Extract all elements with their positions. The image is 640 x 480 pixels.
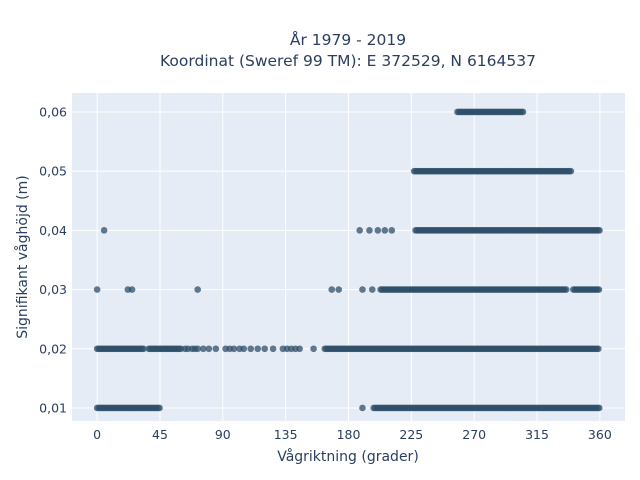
x-tick-label: 180 (337, 427, 361, 442)
x-tick-label: 315 (525, 427, 549, 442)
data-point (194, 345, 201, 353)
data-point (335, 286, 343, 293)
data-point (194, 286, 201, 293)
data-point (230, 345, 238, 353)
data-point (93, 286, 101, 293)
data-point (140, 345, 147, 353)
data-point (254, 345, 262, 353)
data-point (296, 345, 303, 353)
x-tick-labels: 0 45 90 135 180 225 270 315 360 (93, 427, 612, 442)
y-tick-label: 0,04 (39, 223, 67, 238)
x-tick-label: 90 (215, 427, 231, 442)
x-axis-title: Vågriktning (grader) (277, 448, 419, 465)
data-point (388, 227, 396, 234)
data-point (205, 345, 213, 353)
data-point (269, 345, 277, 353)
data-point (595, 404, 603, 412)
data-point (366, 227, 373, 234)
chart-title: År 1979 - 2019 (290, 30, 406, 49)
data-point (596, 227, 603, 234)
data-point (247, 345, 255, 353)
y-axis-title: Signifikant våghöjd (m) (14, 175, 31, 338)
data-point (310, 345, 317, 353)
data-point (100, 227, 108, 234)
data-point (567, 167, 575, 175)
data-point (240, 345, 248, 353)
data-points (93, 108, 603, 412)
y-tick-label: 0,06 (39, 104, 67, 119)
chart-subtitle: Koordinat (Sweref 99 TM): E 372529, N 61… (160, 52, 536, 70)
x-tick-label: 0 (93, 427, 101, 442)
data-point (381, 227, 389, 234)
data-point (328, 286, 336, 293)
data-point (356, 227, 363, 234)
x-tick-label: 360 (588, 427, 612, 442)
x-tick-label: 45 (152, 427, 168, 442)
y-tick-label: 0,02 (39, 341, 67, 356)
data-point (156, 404, 163, 412)
data-point (368, 286, 376, 293)
x-tick-label: 270 (462, 427, 486, 442)
data-point (359, 404, 366, 412)
x-tick-label: 135 (274, 427, 298, 442)
data-point (595, 286, 603, 293)
data-point (261, 345, 269, 353)
y-tick-label: 0,01 (39, 400, 67, 415)
y-tick-label: 0,05 (39, 164, 67, 179)
data-point (562, 286, 570, 293)
data-point (212, 345, 220, 353)
data-point (199, 345, 207, 353)
data-point (595, 345, 602, 353)
data-point (128, 286, 136, 293)
y-tick-labels: 0,01 0,02 0,03 0,04 0,05 0,06 (39, 104, 67, 415)
x-tick-label: 225 (399, 427, 423, 442)
data-point (374, 227, 382, 234)
data-point (519, 108, 527, 116)
data-point (359, 286, 366, 293)
y-tick-label: 0,03 (39, 282, 67, 297)
